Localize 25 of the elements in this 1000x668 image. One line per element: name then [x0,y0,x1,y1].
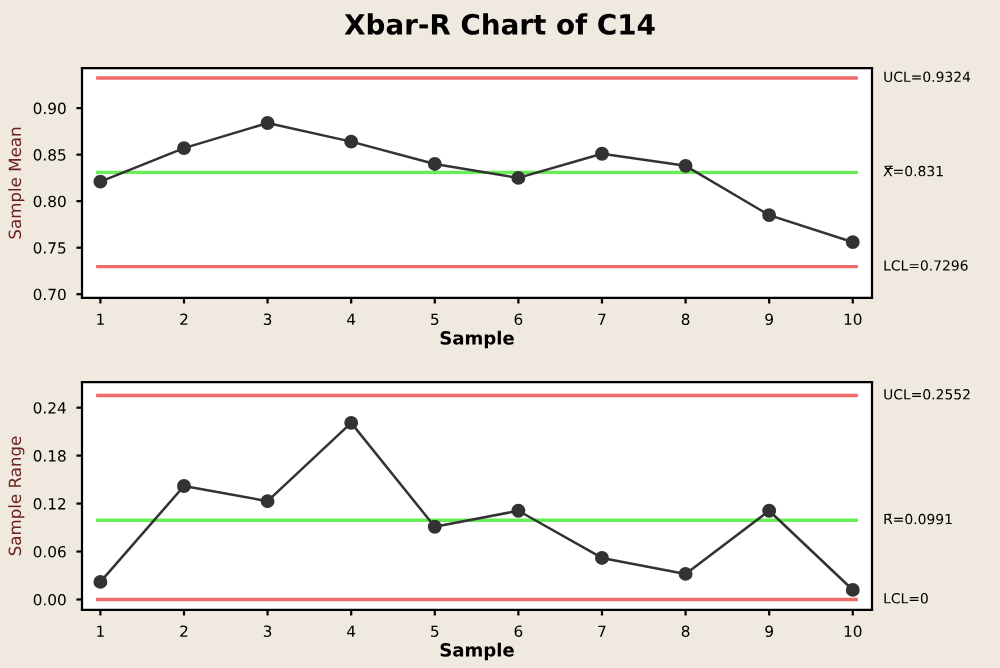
chart-title: Xbar-R Chart of C14 [344,13,655,35]
y-axis-title: Sample Range [8,436,25,556]
point [595,146,609,161]
y-axis-title: Sample Mean [8,127,25,239]
point [177,479,191,493]
point [344,134,359,149]
x-axis-title: Sample [440,642,514,661]
x-axis-title: Sample [440,330,514,349]
point [511,503,526,518]
point [678,158,693,173]
point [762,208,777,223]
point [595,550,609,565]
point [511,170,526,185]
point [678,566,693,581]
point [93,174,108,189]
point [344,415,359,430]
point [762,503,777,518]
point [93,574,108,589]
point [260,116,275,130]
point [427,157,442,171]
point [260,494,275,509]
point [177,141,191,156]
point [427,519,442,534]
point [845,582,860,597]
point [845,235,860,250]
